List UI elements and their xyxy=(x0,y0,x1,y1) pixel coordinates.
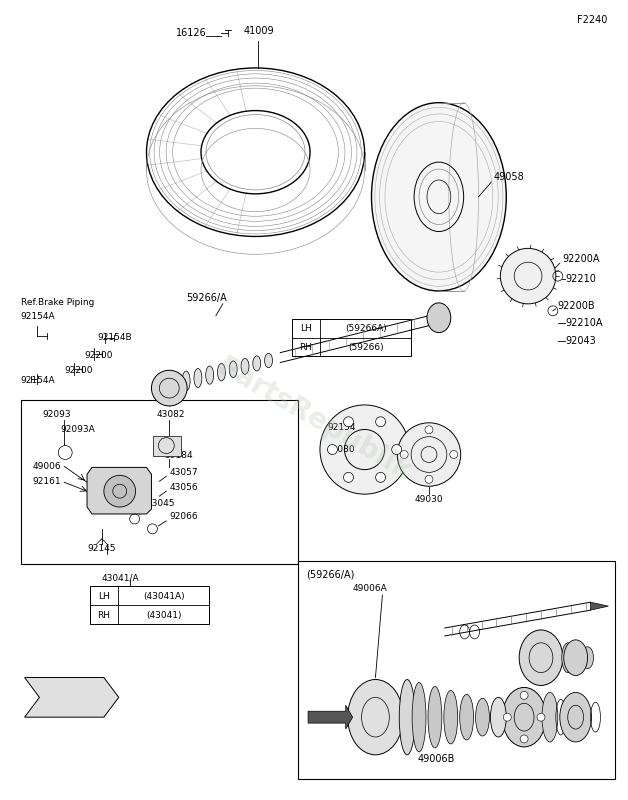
Polygon shape xyxy=(24,678,119,717)
Ellipse shape xyxy=(427,303,451,333)
Ellipse shape xyxy=(182,371,190,391)
Ellipse shape xyxy=(582,646,593,669)
Text: (43041): (43041) xyxy=(146,610,182,619)
Ellipse shape xyxy=(425,475,433,483)
Text: (59266/A): (59266/A) xyxy=(306,570,354,579)
Text: 92200B: 92200B xyxy=(558,301,595,311)
Ellipse shape xyxy=(520,691,528,699)
Ellipse shape xyxy=(398,422,461,486)
Text: 59266/A: 59266/A xyxy=(186,293,227,303)
Text: 39184: 39184 xyxy=(165,451,193,460)
Text: 49006A: 49006A xyxy=(353,584,387,593)
Text: 92210: 92210 xyxy=(566,274,597,284)
Text: 49058: 49058 xyxy=(494,172,524,182)
Ellipse shape xyxy=(475,698,489,736)
Ellipse shape xyxy=(376,417,386,426)
Ellipse shape xyxy=(229,361,237,378)
Ellipse shape xyxy=(372,102,506,291)
Ellipse shape xyxy=(520,735,528,743)
Text: 92093A: 92093A xyxy=(60,426,95,434)
Bar xyxy=(153,436,181,455)
Ellipse shape xyxy=(450,450,458,458)
Bar xyxy=(298,561,615,778)
Text: RH: RH xyxy=(97,610,111,619)
Ellipse shape xyxy=(264,354,273,368)
Text: 41009: 41009 xyxy=(243,26,274,36)
Ellipse shape xyxy=(444,690,458,744)
Ellipse shape xyxy=(519,630,563,686)
Text: 43057: 43057 xyxy=(170,468,198,477)
Text: 92154A: 92154A xyxy=(21,376,55,385)
Ellipse shape xyxy=(460,694,474,740)
Polygon shape xyxy=(590,602,609,610)
Ellipse shape xyxy=(400,450,408,458)
Text: 92145: 92145 xyxy=(87,544,116,553)
Text: RH: RH xyxy=(300,343,313,352)
Text: PartsRepublik: PartsRepublik xyxy=(212,353,416,486)
Ellipse shape xyxy=(537,714,545,721)
Text: (59266): (59266) xyxy=(349,343,384,352)
Text: 16126: 16126 xyxy=(176,28,207,38)
Ellipse shape xyxy=(503,714,511,721)
Text: (59266A): (59266A) xyxy=(345,324,387,333)
Bar xyxy=(90,586,209,624)
Ellipse shape xyxy=(344,473,354,482)
Ellipse shape xyxy=(425,426,433,434)
Text: 49006B: 49006B xyxy=(417,754,455,764)
Text: 92154B: 92154B xyxy=(97,333,131,342)
Ellipse shape xyxy=(542,692,558,742)
Ellipse shape xyxy=(217,363,225,381)
Text: 92200A: 92200A xyxy=(563,254,600,264)
Ellipse shape xyxy=(241,358,249,374)
Text: FRONT: FRONT xyxy=(46,692,86,702)
Ellipse shape xyxy=(564,640,588,675)
Text: (43041A): (43041A) xyxy=(144,592,185,601)
Ellipse shape xyxy=(562,643,574,673)
Ellipse shape xyxy=(571,645,583,670)
Text: LH: LH xyxy=(300,324,312,333)
Ellipse shape xyxy=(560,692,592,742)
Text: 49030: 49030 xyxy=(414,494,443,504)
Polygon shape xyxy=(308,706,353,729)
Text: 92200: 92200 xyxy=(64,366,93,374)
Text: 43082: 43082 xyxy=(156,410,185,419)
Text: 92093: 92093 xyxy=(43,410,71,419)
Bar xyxy=(292,318,411,356)
Ellipse shape xyxy=(392,445,402,454)
Text: 49006: 49006 xyxy=(33,462,61,471)
Text: 92210A: 92210A xyxy=(566,318,604,328)
Text: F2240: F2240 xyxy=(577,15,607,26)
Ellipse shape xyxy=(376,473,386,482)
Polygon shape xyxy=(87,467,151,514)
Ellipse shape xyxy=(151,370,187,406)
Ellipse shape xyxy=(501,248,556,304)
Text: 92200: 92200 xyxy=(84,351,112,360)
Ellipse shape xyxy=(206,366,214,384)
Text: 92154: 92154 xyxy=(327,423,355,432)
Ellipse shape xyxy=(490,698,506,737)
Text: 43045: 43045 xyxy=(146,498,175,507)
Text: 41080: 41080 xyxy=(327,445,355,454)
Ellipse shape xyxy=(344,417,354,426)
Ellipse shape xyxy=(428,686,442,748)
Text: 92066: 92066 xyxy=(170,513,198,522)
Text: 43056: 43056 xyxy=(170,482,198,492)
Ellipse shape xyxy=(502,687,546,747)
Bar xyxy=(21,400,298,563)
Text: 92161: 92161 xyxy=(33,477,61,486)
Ellipse shape xyxy=(104,475,136,507)
Ellipse shape xyxy=(348,679,403,755)
Text: Ref.Brake Piping: Ref.Brake Piping xyxy=(21,298,94,307)
Ellipse shape xyxy=(194,369,202,387)
Ellipse shape xyxy=(253,356,261,371)
Text: LH: LH xyxy=(98,592,110,601)
Text: 92154A: 92154A xyxy=(21,312,55,322)
Ellipse shape xyxy=(412,682,426,752)
Ellipse shape xyxy=(399,679,415,755)
Ellipse shape xyxy=(327,445,337,454)
Ellipse shape xyxy=(320,405,409,494)
Text: 92043: 92043 xyxy=(566,335,597,346)
Text: 43041/A: 43041/A xyxy=(102,574,139,583)
